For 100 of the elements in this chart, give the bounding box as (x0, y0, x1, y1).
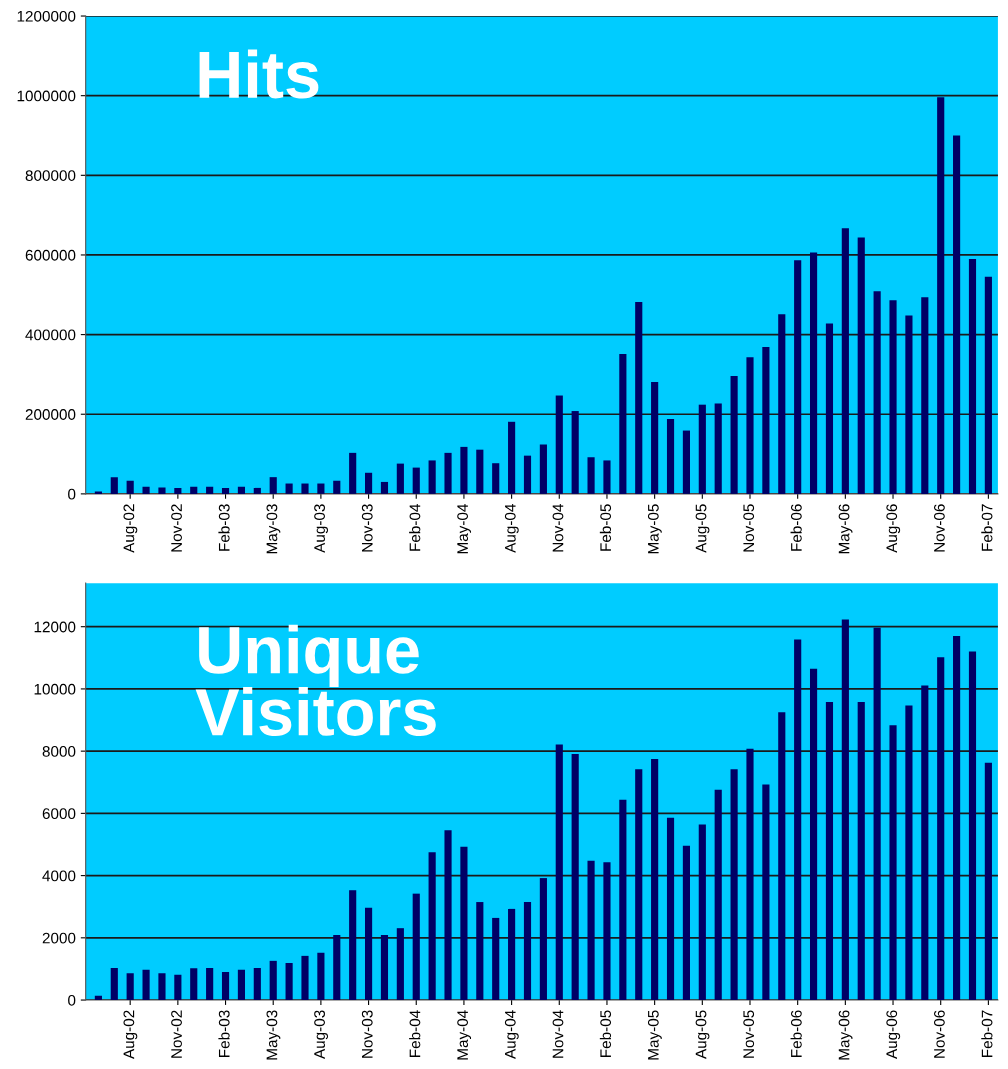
bar (730, 769, 738, 1001)
bar (746, 748, 754, 1001)
x-tick-label: Nov-02 (171, 504, 182, 552)
bar (841, 228, 849, 494)
bar (428, 852, 436, 1001)
bar (380, 481, 389, 494)
x-tick-label: Nov-02 (171, 1010, 182, 1058)
bar (619, 799, 627, 1001)
x-tick-label: Nov-05 (743, 1010, 755, 1058)
x-tick-label: Nov-05 (743, 504, 755, 552)
bar (635, 769, 643, 1001)
bar (508, 908, 516, 1001)
bar (841, 619, 849, 1001)
y-tick-label: 0 (68, 994, 76, 1006)
x-tick-label: May-03 (266, 1010, 281, 1060)
bar (444, 452, 452, 494)
bar (651, 758, 659, 1001)
bar (237, 969, 245, 1001)
bar (539, 444, 547, 494)
y-tick-label: 1200000 (17, 10, 76, 22)
bar (317, 483, 325, 494)
x-tick-label: Nov-06 (933, 1010, 945, 1058)
x-tick-label: Nov-04 (552, 1010, 564, 1058)
x-tick-label: Aug-03 (314, 1010, 329, 1059)
bar (698, 404, 706, 494)
bar (571, 411, 579, 494)
bar (190, 486, 198, 494)
bar (968, 651, 977, 1001)
bar (269, 960, 277, 1001)
bar (333, 935, 341, 1001)
y-tick-label: 6000 (42, 808, 76, 820)
x-tick-label: Feb-06 (790, 504, 802, 551)
bar (380, 935, 389, 1001)
x-tick-label: Feb-04 (409, 504, 421, 551)
bar (937, 657, 945, 1001)
bar (142, 969, 150, 1001)
bar (905, 705, 913, 1001)
bar (508, 421, 516, 494)
y-tick-label: 400000 (25, 329, 76, 341)
bar (809, 668, 818, 1001)
bar (984, 762, 992, 1001)
x-tick-label: Feb-03 (218, 504, 230, 551)
bar (285, 963, 293, 1001)
x-tick-label: Aug-05 (695, 1010, 710, 1059)
x-tick-label: May-04 (457, 504, 472, 554)
bar (603, 862, 611, 1001)
bar (873, 291, 881, 494)
bar (698, 824, 706, 1001)
x-tick-label: Aug-04 (504, 1010, 519, 1059)
y-tick-label: 8000 (42, 746, 76, 757)
bar (221, 972, 230, 1001)
bar (555, 744, 563, 1001)
bar (619, 354, 627, 494)
x-tick-label: May-05 (647, 1010, 662, 1060)
bar (174, 974, 182, 1001)
bar (126, 973, 134, 1001)
x-tick-label: May-05 (647, 504, 662, 554)
x-tick-label: Feb-05 (599, 504, 612, 551)
bar (873, 627, 881, 1001)
bar (825, 323, 834, 494)
bar (349, 452, 357, 494)
bar (110, 477, 118, 494)
x-tick-label: Aug-02 (123, 504, 138, 553)
bar (174, 487, 182, 494)
bar (396, 928, 404, 1001)
y-tick-label: 10000 (34, 683, 76, 695)
x-tick-label: Aug-04 (504, 504, 519, 553)
y-tick-label: 600000 (25, 249, 76, 261)
bar (333, 480, 341, 494)
bar (794, 260, 802, 494)
bar (206, 968, 214, 1001)
bar (126, 480, 134, 494)
bar (237, 486, 245, 494)
bar (666, 817, 675, 1001)
bar (714, 403, 722, 494)
x-tick-label: Feb-06 (790, 1010, 802, 1057)
x-tick-label: Nov-03 (361, 504, 373, 552)
bar (110, 968, 118, 1001)
bar (349, 890, 357, 1001)
bar (571, 753, 579, 1001)
x-tick-label: Nov-03 (361, 1010, 373, 1058)
bar (412, 467, 420, 494)
bar (206, 486, 214, 494)
bar (412, 893, 420, 1001)
x-tick-label: Aug-02 (123, 1010, 138, 1059)
bar (539, 878, 547, 1001)
x-tick-label: Nov-04 (552, 504, 564, 552)
bar (285, 483, 293, 494)
bar (682, 430, 690, 494)
bar (364, 907, 373, 1001)
bar (476, 902, 484, 1001)
bar (953, 135, 961, 494)
bar (396, 463, 404, 494)
bar (651, 381, 659, 494)
x-tick-label: Nov-06 (933, 504, 945, 552)
x-tick-label: Feb-07 (981, 504, 993, 551)
x-tick-label: May-03 (266, 504, 281, 554)
bar (666, 419, 675, 494)
bar (968, 258, 977, 494)
bar (94, 995, 102, 1001)
